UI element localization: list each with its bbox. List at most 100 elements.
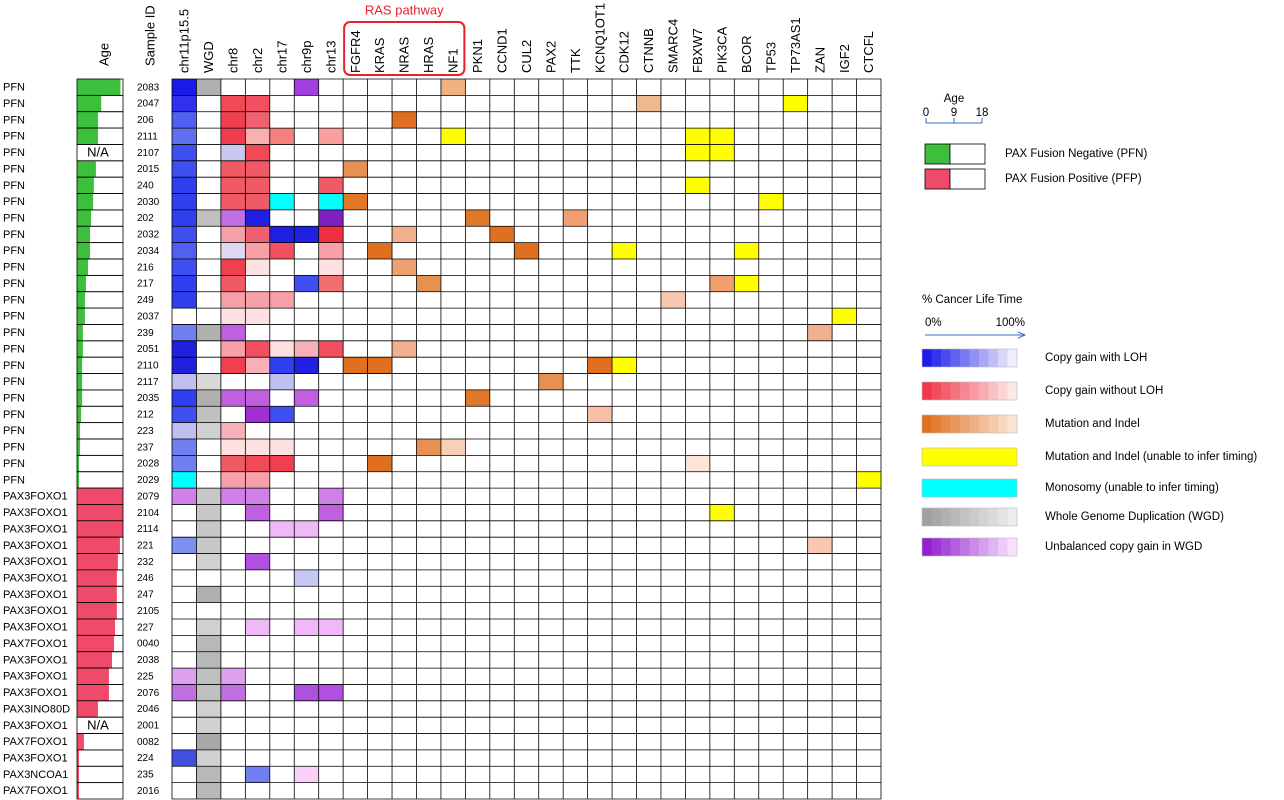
fusion-label: PFN: [3, 196, 25, 208]
fusion-label: PFN: [3, 343, 25, 355]
cell: [196, 537, 221, 554]
sample-id: 0082: [137, 737, 160, 748]
column-label: chr11p15.5: [177, 9, 192, 73]
sample-id: 2104: [137, 508, 160, 519]
fusion-label: PFN: [3, 82, 25, 94]
cell: [318, 504, 344, 521]
category-swatch-step: [941, 415, 951, 433]
cell: [172, 357, 197, 374]
column-label: PKN1: [470, 39, 485, 73]
category-swatch-step: [1007, 349, 1018, 367]
cell: [196, 635, 221, 652]
cell: [685, 144, 710, 161]
fusion-label: PFN: [3, 360, 25, 372]
column-group-label: RAS pathway: [365, 2, 444, 17]
sample-id: 224: [137, 753, 154, 764]
cell: [220, 668, 246, 685]
fusion-label: PAX3FOXO1: [3, 589, 68, 601]
cell: [245, 226, 270, 243]
cell: [245, 766, 270, 783]
cell: [220, 111, 246, 129]
age-bar: [77, 291, 85, 309]
cell: [709, 128, 735, 145]
fusion-label: PFN: [3, 409, 25, 421]
age-box: [76, 782, 124, 800]
cell: [196, 651, 221, 669]
age-box: [76, 373, 124, 391]
cell: [245, 128, 270, 145]
cell: [269, 520, 295, 538]
cell: [245, 439, 270, 456]
cell: [196, 520, 221, 538]
sample-id: 217: [137, 279, 154, 290]
fusion-label: PAX3FOXO1: [3, 622, 68, 634]
group-legend-label: PAX Fusion Negative (PFN): [1005, 148, 1147, 160]
cell: [709, 275, 735, 292]
cell: [172, 275, 197, 292]
sample-id: 2035: [137, 393, 160, 404]
cell: [172, 439, 197, 456]
sample-id: 235: [137, 770, 154, 781]
fusion-label: PFN: [3, 458, 25, 470]
sample-id: 2029: [137, 475, 160, 486]
column-label: CUL2: [519, 40, 534, 73]
category-swatch-step: [931, 415, 942, 433]
cell: [269, 455, 295, 472]
fusion-label: PFN: [3, 294, 25, 306]
cell: [196, 488, 221, 505]
cell: [343, 160, 368, 178]
category-label: Copy gain with LOH: [1045, 352, 1147, 364]
group-legend-label: PAX Fusion Positive (PFP): [1005, 173, 1142, 185]
cell: [318, 128, 344, 145]
cell: [269, 193, 295, 210]
cell: [367, 357, 393, 374]
cell: [196, 586, 221, 603]
cell: [367, 455, 393, 472]
sample-id: 2037: [137, 311, 160, 322]
cell: [269, 340, 295, 358]
category-swatch-step: [979, 508, 989, 526]
cell: [269, 439, 295, 456]
cell: [416, 439, 441, 456]
cell: [196, 782, 221, 799]
cell: [318, 209, 344, 227]
sample-id: 2046: [137, 704, 160, 715]
heatmap: chr11p15.5 WGD chr8 chr2 chr17 chr9p chr13 FGFR…: [3, 2, 882, 800]
age-bar: [77, 504, 123, 521]
cell: [245, 504, 270, 521]
cell: [220, 160, 246, 178]
sample-id: 2016: [137, 786, 160, 797]
sample-id: 0040: [137, 639, 160, 650]
age-header: Age: [96, 43, 111, 66]
column-label: PAX2: [543, 41, 558, 73]
column-label: TTK: [568, 48, 583, 73]
cell: [758, 193, 784, 210]
cell: [245, 177, 270, 194]
cell: [269, 242, 295, 259]
column-label: IGF2: [837, 44, 852, 73]
cell: [245, 357, 270, 374]
cell: [220, 684, 246, 701]
cell: [294, 520, 319, 538]
sample-id: 221: [137, 541, 154, 552]
column-label: chr9p: [299, 40, 314, 73]
fusion-label: PAX3FOXO1: [3, 605, 68, 617]
cell: [269, 226, 295, 243]
age-bar: [77, 635, 115, 652]
fusion-label: PAX7FOXO1: [3, 638, 68, 650]
category-swatch-step: [922, 382, 932, 400]
column-label: HRAS: [421, 37, 436, 73]
timing-title: % Cancer Life Time: [922, 294, 1022, 306]
category-label: Mutation and Indel: [1045, 418, 1140, 430]
column-label: TP73AS1: [788, 17, 803, 73]
timing-tick-label: 0%: [925, 317, 942, 329]
cell: [172, 177, 197, 194]
age-bar: [77, 373, 83, 390]
fusion-label: PFN: [3, 278, 25, 290]
cell: [172, 406, 197, 423]
cell: [269, 128, 295, 145]
cell: [196, 422, 221, 439]
fusion-label: PAX3FOXO1: [3, 671, 68, 683]
cell: [440, 79, 466, 96]
cell: [245, 389, 270, 407]
